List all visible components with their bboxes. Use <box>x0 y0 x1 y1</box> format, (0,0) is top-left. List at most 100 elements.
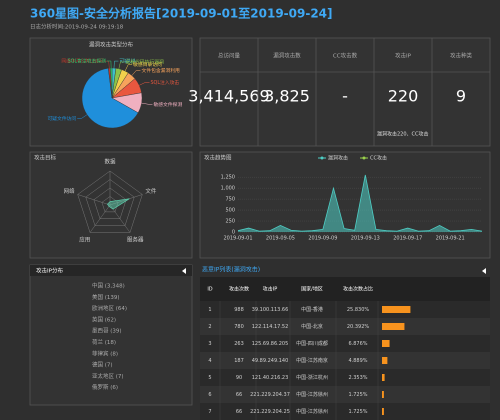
y-tick-label: 1,250 <box>221 175 235 181</box>
table-title: 恶意IP列表(漏洞攻击) <box>202 266 260 274</box>
share-bar <box>382 357 388 364</box>
pie-label: 网络木马(UNL)访问 <box>61 58 103 65</box>
share-label: 1.725% <box>348 392 367 398</box>
legend-label: CC攻击 <box>370 155 387 162</box>
pie-title: 漏洞攻击类型分布 <box>89 41 134 49</box>
subtitle: 日志分析时间:2019-09-24 09:19:18 <box>30 23 124 31</box>
stat-label: 总访问量 <box>218 52 241 60</box>
cell: 5 <box>208 375 211 381</box>
trend-panel <box>199 151 491 259</box>
pie-label: 文件包含漏洞利用 <box>141 67 180 74</box>
stat-value: 3,825 <box>264 87 310 106</box>
radar-axis <box>89 204 111 233</box>
ip-dist-item: 墨西哥 (39) <box>92 328 122 335</box>
legend-dot <box>362 156 366 160</box>
x-tick-label: 2019-09-05 <box>266 236 295 242</box>
leader-line <box>113 60 119 69</box>
legend-label: 漏洞攻击 <box>328 155 348 162</box>
ip-dist-item: 英国 (62) <box>92 315 116 323</box>
cell: 125.69.86.205 <box>252 341 289 347</box>
cell: 121.40.216.23 <box>252 375 289 381</box>
y-tick-label: 750 <box>225 197 235 203</box>
x-tick-label: 2019-09-13 <box>351 236 380 242</box>
share-bar <box>382 374 385 381</box>
table-row <box>200 386 490 403</box>
pie-label: 敏感目录访问 <box>133 61 162 68</box>
share-label: 4.889% <box>348 358 367 364</box>
cell: 66 <box>236 392 242 398</box>
cell: 780 <box>234 324 244 330</box>
radar-axis-label: 数据 <box>104 158 116 166</box>
share-bar <box>382 391 384 398</box>
cell: 39.100.113.66 <box>252 307 289 313</box>
radar-ring <box>77 170 143 233</box>
x-tick-label: 2019-09-01 <box>223 236 252 242</box>
share-label: 2.353% <box>348 375 367 381</box>
share-label: 20.392% <box>347 324 369 330</box>
share-bar <box>382 306 411 313</box>
stat-label: 漏洞攻击数 <box>273 52 301 60</box>
title: 360星图-安全分析报告[2019-09-01至2019-09-24] <box>30 6 333 21</box>
cell: 49.89.249.140 <box>252 358 289 364</box>
radar-ring <box>85 179 135 226</box>
ip-dist-item: 欧洲地区 (64) <box>92 304 127 312</box>
radar-ring <box>93 187 127 220</box>
leader-line <box>139 82 150 86</box>
legend-dot <box>320 156 324 160</box>
cell: 263 <box>234 341 244 347</box>
column-header: 攻击次数 <box>229 286 249 293</box>
stat-value: - <box>342 87 348 106</box>
ip-dist-item: 俄罗斯 (6) <box>92 383 118 391</box>
share-bar <box>382 408 384 415</box>
radar-axis-label: 网络 <box>64 187 76 195</box>
pie-slice <box>110 67 113 99</box>
pie-label: SQL注入攻击 <box>151 79 180 86</box>
radar-title: 攻击目标 <box>34 154 57 162</box>
pie-label: 可疑文件访问 <box>47 115 76 122</box>
share-label: 25.830% <box>347 307 369 313</box>
leader-line <box>106 60 112 69</box>
ip-dist-item: 菲律宾 (8) <box>92 349 118 357</box>
y-tick-label: 250 <box>225 219 235 225</box>
cell: 122.114.17.52 <box>252 324 289 330</box>
ip-dist-item: 亚太地区 (7) <box>92 372 124 380</box>
share-bar <box>382 340 390 347</box>
stat-label: CC攻击数 <box>333 52 358 60</box>
x-tick-label: 2019-09-21 <box>436 236 465 242</box>
cell: 4 <box>208 358 211 364</box>
pie-label: 敏感文件探测 <box>153 101 182 108</box>
pie-label: 远程代码执行漏洞 <box>125 58 164 65</box>
table-row <box>200 352 490 369</box>
cell: 90 <box>236 375 242 381</box>
table-row <box>200 403 490 420</box>
y-tick-label: 1,000 <box>221 186 235 192</box>
cell: 中国-江苏徐州 <box>296 391 328 398</box>
ip-dist-header <box>30 265 192 276</box>
cell: 187 <box>234 358 244 364</box>
pie-label: 可疑UA <box>119 58 136 65</box>
radar-axis-label: 文件 <box>145 187 157 195</box>
share-label: 1.725% <box>348 409 367 415</box>
radar-axis <box>109 204 131 233</box>
leader-line <box>77 114 88 119</box>
ip-dist-item: 德国 (7) <box>92 361 113 369</box>
column-header: ID <box>207 287 212 293</box>
cell: 中国-香港 <box>301 306 323 313</box>
y-tick-label: 0 <box>232 230 235 236</box>
leader-line <box>141 102 153 105</box>
x-tick-label: 2019-09-17 <box>393 236 422 242</box>
radar-axis-label: 服务器 <box>127 235 144 243</box>
stat-value: 220 <box>388 87 419 106</box>
cell: 988 <box>234 307 244 313</box>
cell: 6 <box>208 392 211 398</box>
cell: 中国-江苏徐州 <box>296 408 328 415</box>
ip-dist-item: 荷兰 (18) <box>92 338 116 346</box>
trend-title: 攻击趋势图 <box>204 154 232 162</box>
column-header: 攻击次数占比 <box>343 286 373 293</box>
stat-value: 9 <box>456 87 466 106</box>
pie-slice <box>81 68 139 129</box>
leader-line <box>124 64 133 72</box>
cell: 中国-浙江杭州 <box>296 374 328 381</box>
radar-axis-label: 应用 <box>79 235 90 243</box>
